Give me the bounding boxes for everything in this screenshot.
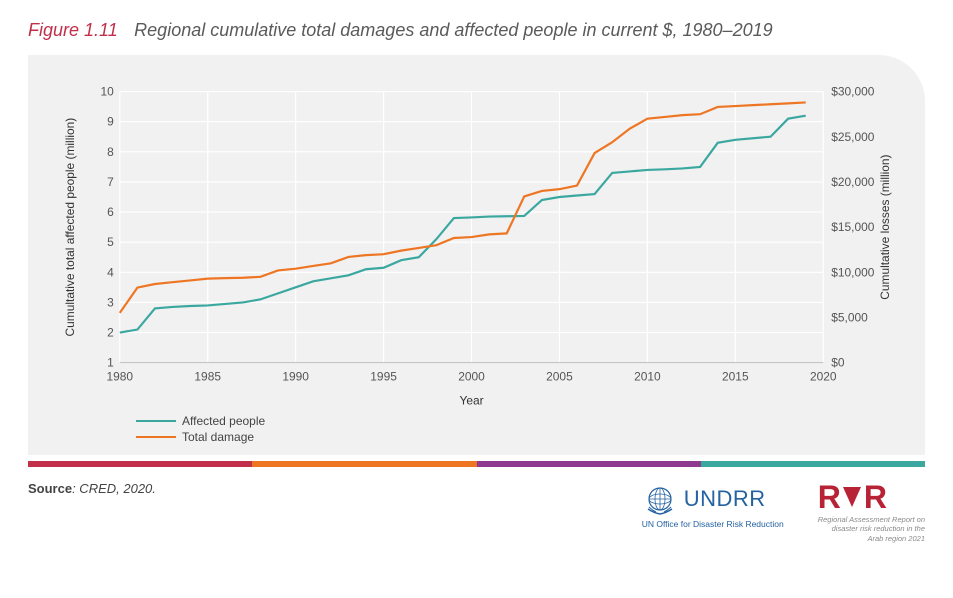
source-note: Source: CRED, 2020. [28,481,156,496]
svg-text:1990: 1990 [282,370,309,384]
un-emblem-icon [642,481,678,517]
svg-text:$30,000: $30,000 [831,85,875,99]
svg-text:1980: 1980 [106,370,133,384]
svg-text:8: 8 [107,145,114,159]
svg-text:4: 4 [107,265,114,279]
rar-title: R R [818,481,925,513]
chart-container: 1 2 3 4 5 6 7 8 9 10 $0 $5,000 $10,000 $15,000 $20,000… [28,55,925,455]
stripe-segment [477,461,701,467]
y-axis-right-label: Cumultative losses (million) [878,154,892,299]
svg-text:3: 3 [107,295,114,309]
logo-group: UNDRR UN Office for Disaster Risk Reduct… [642,481,925,543]
figure-number: Figure 1.11 [28,20,118,40]
source-text: : CRED, 2020. [72,481,156,496]
undrr-subtitle: UN Office for Disaster Risk Reduction [642,519,784,529]
legend-label: Total damage [182,430,254,444]
svg-text:2015: 2015 [722,370,749,384]
legend-line-icon [136,420,176,422]
svg-text:$20,000: $20,000 [831,175,875,189]
svg-text:2020: 2020 [810,370,837,384]
svg-text:7: 7 [107,175,114,189]
svg-text:6: 6 [107,205,114,219]
svg-text:$15,000: $15,000 [831,220,875,234]
undrr-logo: UNDRR UN Office for Disaster Risk Reduct… [642,481,784,529]
svg-text:2000: 2000 [458,370,485,384]
svg-text:1995: 1995 [370,370,397,384]
figure-title-text: Regional cumulative total damages and af… [134,20,772,40]
legend-item-damage: Total damage [136,429,265,445]
triangle-down-icon [841,483,863,511]
svg-text:2005: 2005 [546,370,573,384]
footer: Source: CRED, 2020. UNDRR UN Office for … [0,467,953,543]
x-axis-label: Year [459,393,483,407]
svg-text:$0: $0 [831,356,845,370]
legend-item-affected: Affected people [136,413,265,429]
source-label: Source [28,481,72,496]
legend-line-icon [136,436,176,438]
svg-text:2010: 2010 [634,370,661,384]
legend-label: Affected people [182,414,265,428]
stripe-segment [252,461,476,467]
svg-text:$5,000: $5,000 [831,310,868,324]
svg-text:$10,000: $10,000 [831,265,875,279]
stripe-segment [701,461,925,467]
color-stripe [28,461,925,467]
svg-text:1985: 1985 [194,370,221,384]
stripe-segment [28,461,252,467]
svg-text:10: 10 [101,85,115,99]
svg-text:2: 2 [107,325,114,339]
figure-title: Figure 1.11 Regional cumulative total da… [0,0,953,55]
undrr-title: UNDRR [684,486,766,512]
svg-text:1: 1 [107,356,114,370]
svg-text:5: 5 [107,235,114,249]
y-axis-left-label: Cumultative total affected people (milli… [63,118,77,337]
rar-subtitle: Regional Assessment Report on disaster r… [818,515,925,543]
legend: Affected people Total damage [136,413,265,445]
rar-logo: R R Regional Assessment Report on disast… [818,481,925,543]
svg-text:$25,000: $25,000 [831,130,875,144]
svg-text:9: 9 [107,115,114,129]
chart-svg: 1 2 3 4 5 6 7 8 9 10 $0 $5,000 $10,000 $15,000 $20,000… [58,79,895,439]
